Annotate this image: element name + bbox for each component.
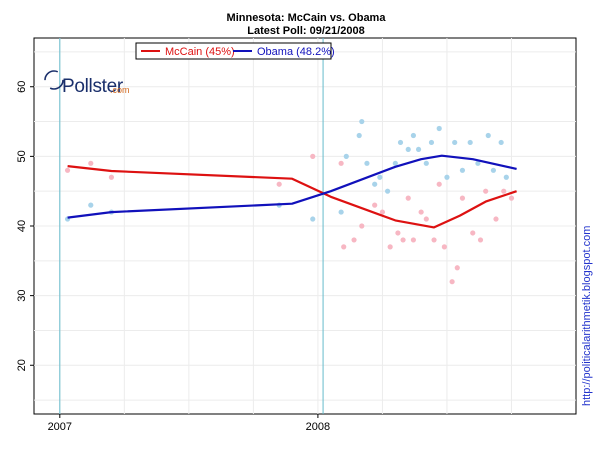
obama-poll-point <box>490 167 497 173</box>
obama-poll-point <box>356 132 362 139</box>
obama-poll-point <box>397 139 404 146</box>
obama-poll-point <box>88 202 94 208</box>
poll-points <box>64 118 515 285</box>
obama-poll-point <box>467 139 473 146</box>
obama-trend-line <box>67 154 517 219</box>
mccain-poll-point <box>395 230 401 236</box>
obama-poll-point <box>452 139 458 146</box>
mccain-poll-point <box>431 237 437 243</box>
side-url: http://politicalarithmetik.blogspot.com <box>581 226 593 406</box>
obama-poll-point <box>423 160 429 166</box>
y-tick-label: 50 <box>16 150 28 162</box>
obama-poll-point <box>338 209 344 215</box>
obama-poll-point <box>428 139 435 146</box>
obama-poll-point <box>405 146 411 153</box>
obama-poll-point <box>415 146 422 153</box>
pollster-logo: Pollster .com <box>44 70 130 97</box>
obama-poll-point <box>503 174 509 180</box>
mccain-poll-point <box>372 202 378 208</box>
obama-poll-point <box>377 174 383 180</box>
obama-poll-point <box>372 181 378 187</box>
obama-poll-point <box>485 132 491 139</box>
y-tick-label: 20 <box>16 359 28 371</box>
mccain-poll-point <box>459 195 466 201</box>
x-tick-label: 2007 <box>48 421 72 433</box>
mccain-trend-line <box>67 165 517 229</box>
mccain-poll-point <box>351 237 357 243</box>
axes: 20 30 40 50 60 2007 2008 <box>16 81 330 433</box>
mccain-poll-point <box>310 153 316 159</box>
mccain-poll-point <box>477 237 484 243</box>
obama-poll-point <box>459 167 466 173</box>
y-tick-label: 30 <box>16 290 28 302</box>
mccain-poll-point <box>400 237 406 243</box>
mccain-poll-point <box>493 216 499 222</box>
obama-poll-point <box>343 153 349 159</box>
mccain-poll-point <box>470 230 476 236</box>
mccain-poll-point <box>501 188 507 194</box>
chart-title: Minnesota: McCain vs. Obama <box>227 12 387 24</box>
obama-poll-point <box>364 160 370 166</box>
mccain-poll-point <box>410 237 416 243</box>
chart-subtitle: Latest Poll: 09/21/2008 <box>247 25 364 37</box>
legend-label-mccain: McCain (45%) <box>165 46 235 58</box>
y-tick-label: 60 <box>16 81 28 93</box>
mccain-poll-point <box>454 265 460 271</box>
obama-poll-point <box>310 216 316 222</box>
mccain-poll-point <box>108 174 115 180</box>
reference-lines <box>59 38 324 414</box>
x-tick-label: 2008 <box>306 421 330 433</box>
mccain-poll-point <box>64 167 71 173</box>
obama-poll-point <box>436 125 442 132</box>
mccain-poll-point <box>379 209 386 215</box>
obama-poll-point <box>392 160 398 166</box>
mccain-poll-point <box>441 244 447 250</box>
mccain-poll-point <box>418 209 424 215</box>
obama-poll-point <box>444 174 450 180</box>
obama-poll-point <box>410 132 416 139</box>
obama-poll-point <box>498 139 504 146</box>
mccain-poll-point <box>508 195 515 201</box>
mccain-poll-point <box>483 188 489 194</box>
mccain-poll-point <box>449 279 455 285</box>
mccain-poll-point <box>88 160 94 166</box>
mccain-poll-point <box>359 223 365 229</box>
mccain-poll-point <box>405 195 411 201</box>
logo-suffix: .com <box>110 85 130 95</box>
mccain-poll-point <box>341 244 347 250</box>
mccain-poll-point <box>423 216 429 222</box>
obama-poll-point <box>384 188 391 194</box>
logo-swoosh-icon <box>44 70 64 90</box>
obama-poll-point <box>359 118 365 125</box>
mccain-poll-point <box>338 160 344 166</box>
trend-lines <box>67 154 517 229</box>
logo-text: Pollster <box>62 76 124 97</box>
obama-poll-point <box>475 160 481 166</box>
legend: McCain (45%) Obama (48.2%) <box>135 42 335 60</box>
legend-label-obama: Obama (48.2%) <box>257 46 335 58</box>
mccain-poll-point <box>276 181 282 187</box>
mccain-poll-point <box>387 244 393 250</box>
mccain-poll-point <box>436 181 442 187</box>
y-tick-label: 40 <box>16 220 28 232</box>
